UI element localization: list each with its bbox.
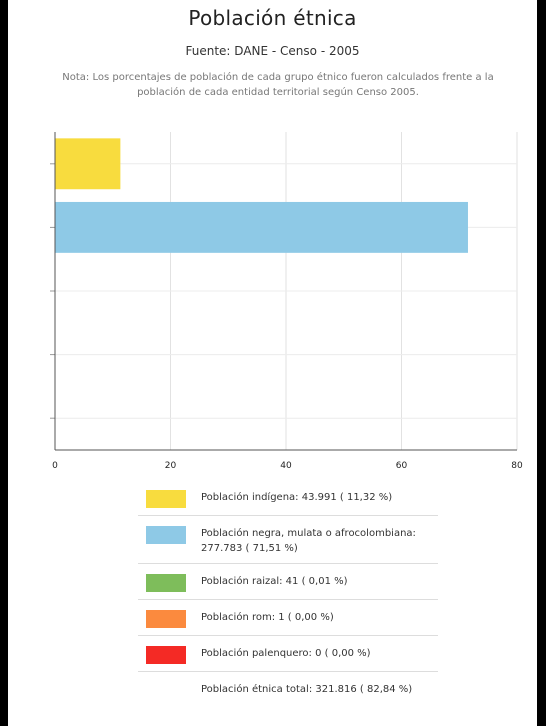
legend-item-afro[interactable]: Población negra, mulata o afrocolombiana… — [138, 516, 438, 564]
legend-label: Población indígena: 43.991 ( 11,32 %) — [201, 492, 393, 503]
chart-card: Población étnica Fuente: DANE - Censo - … — [8, 0, 537, 726]
chart-legend: Población indígena: 43.991 ( 11,32 %) Po… — [138, 480, 438, 707]
bar-chart: 0 20 40 60 80 — [50, 132, 523, 471]
x-tick-label: 60 — [396, 461, 408, 471]
legend-swatch — [146, 610, 186, 628]
x-tick-label: 40 — [280, 461, 292, 471]
legend-label: Población palenquero: 0 ( 0,00 %) — [201, 648, 371, 659]
x-tick-label: 0 — [52, 461, 58, 471]
legend-swatch — [146, 682, 186, 700]
legend-item-total: Población étnica total: 321.816 ( 82,84 … — [138, 672, 438, 707]
legend-swatch — [146, 490, 186, 508]
legend-item-palenquero[interactable]: Población palenquero: 0 ( 0,00 %) — [138, 636, 438, 672]
legend-label: Población negra, mulata o afrocolombiana… — [201, 528, 416, 554]
legend-label: Población étnica total: 321.816 ( 82,84 … — [201, 684, 413, 695]
x-tick-label: 80 — [511, 461, 523, 471]
legend-swatch — [146, 646, 186, 664]
legend-item-indigena[interactable]: Población indígena: 43.991 ( 11,32 %) — [138, 480, 438, 516]
chart-note: Nota: Los porcentajes de población de ca… — [62, 72, 494, 98]
legend-swatch — [146, 526, 186, 544]
legend-item-raizal[interactable]: Población raizal: 41 ( 0,01 %) — [138, 564, 438, 600]
chart-title: Población étnica — [188, 6, 357, 30]
x-tick-label: 20 — [165, 461, 177, 471]
legend-swatch — [146, 574, 186, 592]
legend-item-rom[interactable]: Población rom: 1 ( 0,00 %) — [138, 600, 438, 636]
legend-label: Población raizal: 41 ( 0,01 %) — [201, 576, 348, 587]
legend-label: Población rom: 1 ( 0,00 %) — [201, 612, 334, 623]
chart-subtitle: Fuente: DANE - Censo - 2005 — [185, 44, 360, 58]
bar — [55, 201, 468, 253]
bar — [55, 138, 121, 190]
